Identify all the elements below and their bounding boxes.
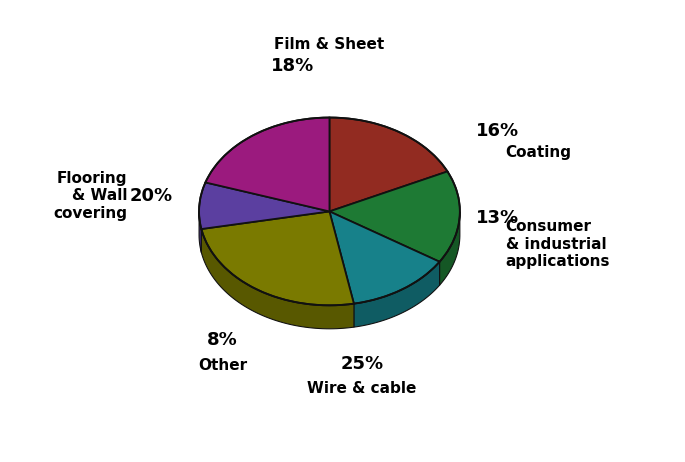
Text: Wire & cable: Wire & cable <box>308 381 416 396</box>
Polygon shape <box>329 212 440 304</box>
Text: 20%: 20% <box>130 187 173 205</box>
Polygon shape <box>199 182 329 229</box>
Polygon shape <box>329 117 447 212</box>
Text: Other: Other <box>198 358 247 372</box>
Polygon shape <box>440 212 460 285</box>
Polygon shape <box>201 229 354 329</box>
Polygon shape <box>206 117 329 212</box>
Text: 8%: 8% <box>207 331 238 349</box>
Polygon shape <box>329 171 460 262</box>
Text: Coating: Coating <box>506 145 571 160</box>
Text: 25%: 25% <box>340 355 384 373</box>
Text: 16%: 16% <box>475 122 519 140</box>
Text: Consumer
& industrial
applications: Consumer & industrial applications <box>506 219 610 269</box>
Text: 13%: 13% <box>475 209 519 227</box>
Text: Film & Sheet: Film & Sheet <box>274 37 384 52</box>
Polygon shape <box>201 212 354 305</box>
Polygon shape <box>199 212 201 253</box>
Polygon shape <box>354 262 440 327</box>
Text: 18%: 18% <box>271 56 314 74</box>
Text: Flooring
& Wall
covering: Flooring & Wall covering <box>53 171 127 221</box>
